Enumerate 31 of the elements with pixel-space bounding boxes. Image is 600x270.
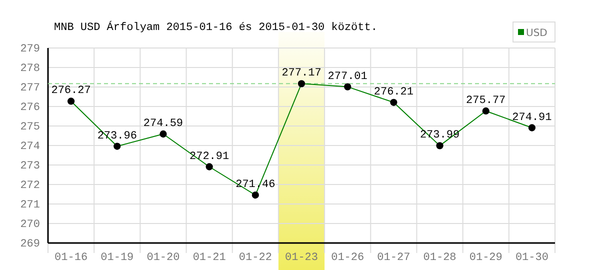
data-label: 275.77 bbox=[466, 94, 506, 107]
data-label: 274.59 bbox=[143, 118, 184, 130]
y-tick-label: 275 bbox=[20, 122, 40, 134]
y-tick-label: 269 bbox=[20, 238, 40, 251]
y-tick-label: 279 bbox=[20, 44, 40, 56]
x-tick-label: 01-27 bbox=[377, 252, 410, 264]
x-tick-label: 01-16 bbox=[54, 252, 88, 264]
x-tick-label: 01-23 bbox=[284, 252, 318, 264]
x-tick-label: 01-20 bbox=[146, 252, 180, 264]
y-tick-label: 276 bbox=[20, 102, 40, 114]
x-tick-label: 01-29 bbox=[469, 252, 502, 264]
y-tick-label: 272 bbox=[20, 180, 40, 192]
x-tick-label: 01-28 bbox=[423, 252, 456, 264]
chart-title: MNB USD Árfolyam 2015-01-16 és 2015-01-30 között. bbox=[54, 20, 378, 34]
x-tick-label: 01-19 bbox=[100, 252, 134, 264]
x-tick-label: 01-30 bbox=[515, 252, 548, 264]
data-label: 277.01 bbox=[328, 70, 368, 83]
x-tick-label: 01-22 bbox=[238, 252, 272, 264]
data-label: 277.17 bbox=[282, 68, 322, 80]
y-tick-label: 277 bbox=[20, 82, 40, 95]
y-tick-label: 278 bbox=[20, 63, 40, 76]
y-tick-label: 271 bbox=[20, 200, 40, 212]
y-tick-label: 270 bbox=[20, 219, 40, 232]
data-label: 276.21 bbox=[374, 86, 414, 98]
legend-label: USD bbox=[526, 28, 548, 39]
x-tick-label: 01-26 bbox=[331, 252, 364, 264]
data-label: 274.91 bbox=[512, 112, 552, 124]
y-tick-label: 273 bbox=[20, 160, 40, 173]
data-label: 276.27 bbox=[51, 85, 91, 98]
x-tick-label: 01-21 bbox=[192, 252, 226, 264]
y-tick-label: 274 bbox=[20, 141, 40, 154]
